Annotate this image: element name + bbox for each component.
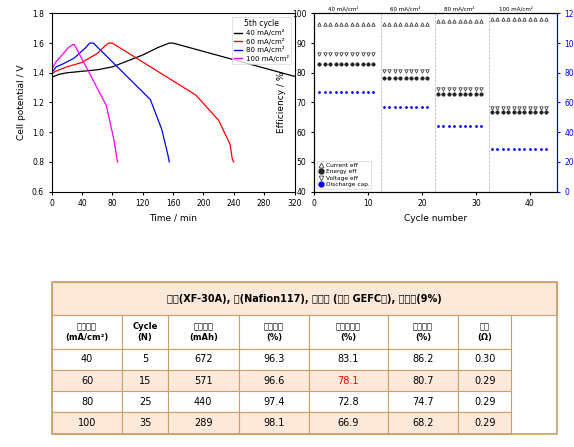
- Text: 80 mA/cm²: 80 mA/cm²: [444, 6, 475, 12]
- Bar: [122, 413, 168, 434]
- Text: 60: 60: [81, 375, 93, 386]
- Bar: [309, 391, 387, 413]
- Bar: [52, 349, 122, 370]
- Text: 40 mA/cm²: 40 mA/cm²: [328, 6, 359, 12]
- Bar: [122, 316, 168, 349]
- X-axis label: Cycle number: Cycle number: [404, 214, 467, 223]
- Bar: [52, 391, 122, 413]
- Bar: [239, 413, 309, 434]
- Text: 86.2: 86.2: [412, 354, 434, 364]
- Text: 25: 25: [139, 397, 152, 407]
- Legend: 40 mA/cm², 60 mA/cm², 80 mA/cm², 100 mA/cm²: 40 mA/cm², 60 mA/cm², 80 mA/cm², 100 mA/…: [232, 17, 291, 63]
- Text: 672: 672: [194, 354, 212, 364]
- Text: 5: 5: [142, 354, 148, 364]
- Text: 35: 35: [139, 418, 152, 428]
- Bar: [387, 316, 458, 349]
- Text: 전류효율
(%): 전류효율 (%): [264, 322, 284, 342]
- Bar: [52, 370, 122, 391]
- Text: 96.3: 96.3: [263, 354, 285, 364]
- Text: 60 mA/cm²: 60 mA/cm²: [390, 6, 421, 12]
- Text: 96.6: 96.6: [263, 375, 285, 386]
- Text: 83.1: 83.1: [338, 354, 359, 364]
- Text: 0.29: 0.29: [474, 418, 495, 428]
- Text: 저항
(Ω): 저항 (Ω): [478, 322, 492, 342]
- Text: 80.7: 80.7: [412, 375, 434, 386]
- Text: 571: 571: [194, 375, 212, 386]
- Y-axis label: Cell potential / V: Cell potential / V: [17, 65, 26, 140]
- Bar: [387, 391, 458, 413]
- Text: 440: 440: [194, 397, 212, 407]
- Bar: [458, 391, 511, 413]
- Bar: [239, 316, 309, 349]
- Text: 289: 289: [194, 418, 212, 428]
- Bar: [458, 370, 511, 391]
- Text: 100: 100: [78, 418, 96, 428]
- Bar: [122, 370, 168, 391]
- Bar: [309, 370, 387, 391]
- Text: 15: 15: [139, 375, 152, 386]
- Bar: [387, 370, 458, 391]
- Bar: [52, 413, 122, 434]
- Bar: [387, 349, 458, 370]
- Text: 0.29: 0.29: [474, 397, 495, 407]
- Text: 40: 40: [81, 354, 93, 364]
- Bar: [458, 349, 511, 370]
- Bar: [168, 349, 239, 370]
- Bar: [239, 391, 309, 413]
- Bar: [387, 413, 458, 434]
- Text: 80: 80: [81, 397, 93, 407]
- Text: Cycle
(N): Cycle (N): [133, 322, 158, 342]
- Text: 에너지효율
(%): 에너지효율 (%): [336, 322, 361, 342]
- Bar: [52, 316, 122, 349]
- Bar: [168, 316, 239, 349]
- Text: 0.30: 0.30: [474, 354, 495, 364]
- Text: 98.1: 98.1: [263, 418, 285, 428]
- Bar: [122, 391, 168, 413]
- Text: 전압효율
(%): 전압효율 (%): [413, 322, 433, 342]
- Bar: [239, 349, 309, 370]
- Bar: [168, 391, 239, 413]
- Text: 100 mA/cm²: 100 mA/cm²: [499, 6, 533, 12]
- Bar: [168, 370, 239, 391]
- Text: 0.29: 0.29: [474, 375, 495, 386]
- Text: 전극(XF-30A), 막(Nafion117), 전해액 (신규 GEFC사), 압축률(9%): 전극(XF-30A), 막(Nafion117), 전해액 (신규 GEFC사)…: [167, 294, 441, 304]
- Bar: [309, 413, 387, 434]
- Bar: [309, 349, 387, 370]
- Text: 방전용량
(mAh): 방전용량 (mAh): [189, 322, 218, 342]
- Bar: [309, 316, 387, 349]
- Bar: [458, 413, 511, 434]
- Bar: [52, 282, 557, 316]
- Bar: [239, 370, 309, 391]
- Text: 전류밀도
(mA/cm²): 전류밀도 (mA/cm²): [65, 322, 108, 342]
- Text: 72.8: 72.8: [338, 397, 359, 407]
- Legend: Current eff, Energy eff, Voltage eff, Discharge cap.: Current eff, Energy eff, Voltage eff, Di…: [317, 161, 371, 189]
- Bar: [122, 349, 168, 370]
- Bar: [458, 316, 511, 349]
- Bar: [168, 413, 239, 434]
- X-axis label: Time / min: Time / min: [149, 214, 197, 223]
- Text: 78.1: 78.1: [338, 375, 359, 386]
- Y-axis label: Efficiency / %: Efficiency / %: [277, 72, 286, 133]
- Text: 97.4: 97.4: [263, 397, 285, 407]
- Text: 74.7: 74.7: [412, 397, 434, 407]
- Text: 68.2: 68.2: [412, 418, 434, 428]
- Text: 66.9: 66.9: [338, 418, 359, 428]
